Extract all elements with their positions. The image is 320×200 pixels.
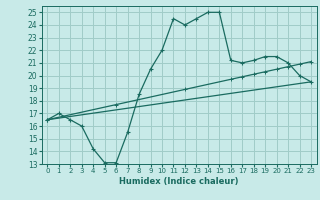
X-axis label: Humidex (Indice chaleur): Humidex (Indice chaleur) [119, 177, 239, 186]
